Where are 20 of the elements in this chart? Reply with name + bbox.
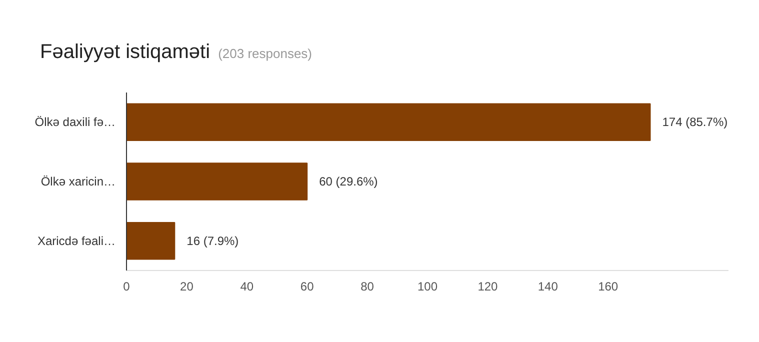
bar [126,162,308,200]
y-tick-label: Ölkə xaricin… [40,174,116,188]
x-tick-label: 100 [417,280,438,294]
x-tick-label: 120 [478,280,498,294]
x-tick-label: 60 [300,280,314,294]
chart-title: Fəaliyyət istiqaməti [40,41,210,63]
chart-subtitle: (203 responses) [218,46,312,61]
y-tick-label: Ölkə daxili fə… [34,115,116,130]
x-tick-label: 140 [538,280,558,294]
x-tick-label: 160 [598,280,618,294]
bar [126,103,651,142]
x-tick-label: 0 [123,280,130,294]
x-tick-label: 80 [360,280,374,294]
data-label: 16 (7.9%) [186,234,239,248]
x-tick-label: 20 [180,280,194,294]
data-label: 174 (85.7%) [662,115,728,130]
y-tick-label: Xaricdə fəali… [37,234,116,248]
data-label: 60 (29.6%) [319,174,378,188]
x-tick-label: 40 [240,280,254,294]
bar [126,222,176,260]
